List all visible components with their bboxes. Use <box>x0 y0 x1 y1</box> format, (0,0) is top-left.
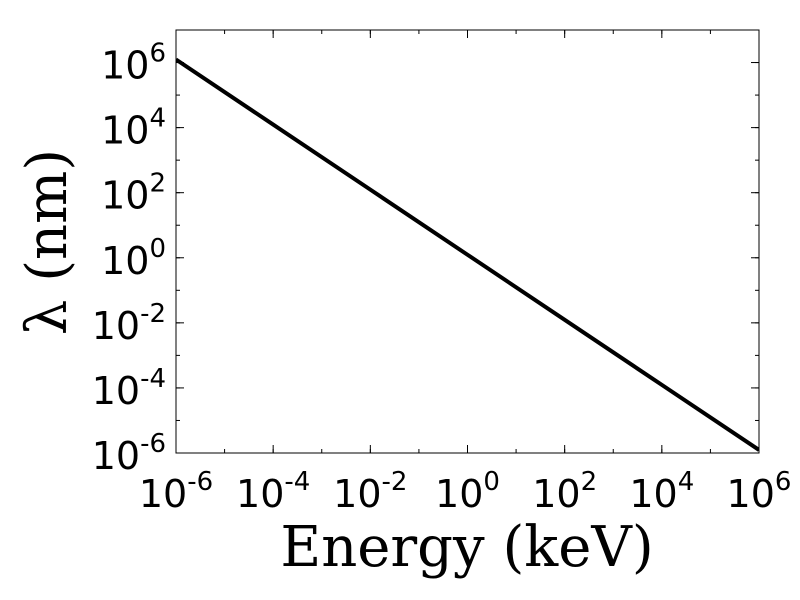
x-tick-base: 10 <box>727 472 775 516</box>
x-tick-base: 10 <box>629 472 677 516</box>
x-tick-exponent: 6 <box>775 467 792 497</box>
y-tick-exponent: -4 <box>140 364 166 394</box>
y-tick-exponent: -6 <box>140 429 166 459</box>
x-tick-base: 10 <box>532 472 580 516</box>
x-axis-title: Energy (keV) <box>280 515 653 580</box>
x-tick-exponent: -6 <box>187 467 213 497</box>
y-tick-label: 106 <box>101 39 166 88</box>
x-tick-exponent: -2 <box>382 467 408 497</box>
plot-area <box>175 29 760 454</box>
y-tick-exponent: 2 <box>149 169 166 199</box>
y-tick-label: 100 <box>101 234 166 283</box>
x-tick-exponent: -4 <box>284 467 310 497</box>
x-tick-label: 100 <box>435 467 500 516</box>
y-tick-base: 10 <box>101 239 149 283</box>
x-tick-label: 104 <box>629 467 694 516</box>
x-tick-exponent: 2 <box>581 467 598 497</box>
x-tick-label: 106 <box>727 467 792 516</box>
y-tick-base: 10 <box>92 434 140 478</box>
y-axis-title: λ (nm) <box>15 149 80 335</box>
series-line-0 <box>176 57 759 452</box>
y-tick-base: 10 <box>101 44 149 88</box>
y-tick-label: 10-6 <box>92 429 166 478</box>
x-tick-base: 10 <box>139 472 187 516</box>
x-tick-label: 10-4 <box>236 467 310 516</box>
y-tick-exponent: -2 <box>140 299 166 329</box>
y-tick-label: 104 <box>101 104 166 153</box>
x-tick-base: 10 <box>333 472 381 516</box>
x-tick-label: 10-6 <box>139 467 213 516</box>
x-tick-exponent: 4 <box>678 467 695 497</box>
y-tick-label: 10-4 <box>92 364 166 413</box>
y-tick-base: 10 <box>101 174 149 218</box>
x-tick-label: 10-2 <box>333 467 407 516</box>
x-tick-base: 10 <box>236 472 284 516</box>
x-tick-base: 10 <box>435 472 483 516</box>
y-tick-base: 10 <box>92 369 140 413</box>
y-tick-label: 102 <box>101 169 166 218</box>
y-tick-label: 10-2 <box>92 299 166 348</box>
x-tick-label: 102 <box>532 467 597 516</box>
x-tick-exponent: 0 <box>483 467 500 497</box>
y-tick-exponent: 0 <box>149 234 166 264</box>
y-tick-base: 10 <box>101 109 149 153</box>
y-tick-base: 10 <box>92 304 140 348</box>
major-ticks <box>175 30 760 454</box>
y-tick-exponent: 6 <box>149 39 166 69</box>
y-tick-exponent: 4 <box>149 104 166 134</box>
x-tick-labels: 10-6 10-4 10-2 100 102 104 106 <box>139 467 792 516</box>
